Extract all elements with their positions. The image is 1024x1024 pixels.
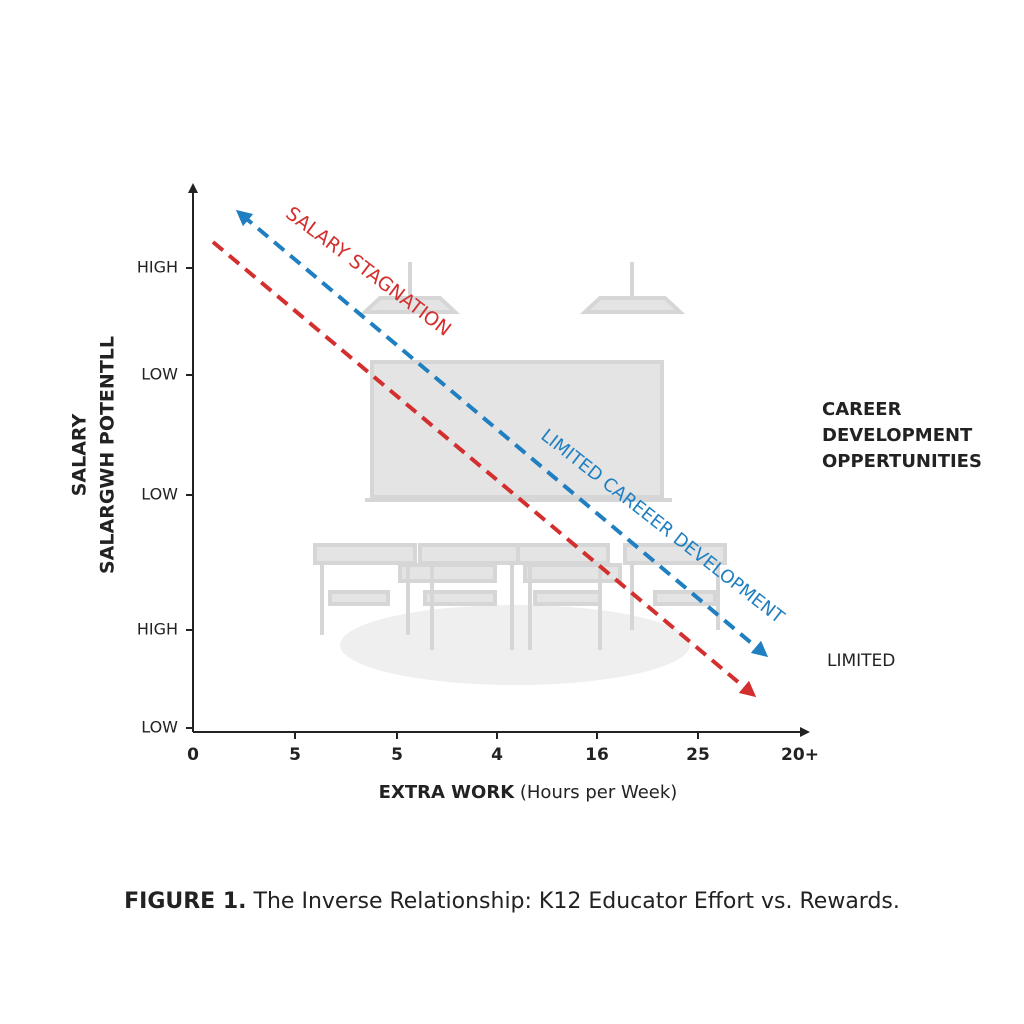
x-tick-label: 20+ (781, 745, 819, 765)
side-label: OPPERTUNITIES (822, 451, 982, 472)
side-label: CAREER (822, 399, 902, 420)
caption: FIGURE 1. The Inverse Relationship: K12 … (124, 889, 900, 914)
side-label: DEVELOPMENT (822, 425, 973, 446)
caption-rest: The Inverse Relationship: K12 Educator E… (247, 889, 900, 914)
x-axis-title-bold: EXTRA WORK (379, 782, 516, 803)
x-axis-title-rest: (Hours per Week) (514, 782, 677, 803)
y-tick-label: LOW (141, 365, 178, 384)
y-tick-label: HIGH (137, 620, 178, 639)
y-tick-label: HIGH (137, 258, 178, 277)
x-tick-label: 16 (585, 745, 609, 765)
x-tick-label: 5 (289, 745, 301, 765)
caption-bold: FIGURE 1. (124, 889, 246, 914)
x-tick-label: 0 (187, 745, 199, 765)
x-tick-label: 4 (491, 745, 503, 765)
y-axis-title: SALARY (69, 413, 91, 496)
blue-trend (235, 209, 769, 658)
side-label: LIMITED (827, 651, 895, 671)
y-tick-label: LOW (141, 718, 178, 737)
y-tick-label: LOW (141, 485, 178, 504)
y-axis-title: SALARGWH POTENTLL (97, 336, 119, 574)
x-axis-title: EXTRA WORK (Hours per Week) (379, 782, 678, 803)
x-tick-label: 25 (686, 745, 710, 765)
x-tick-label: 5 (391, 745, 403, 765)
